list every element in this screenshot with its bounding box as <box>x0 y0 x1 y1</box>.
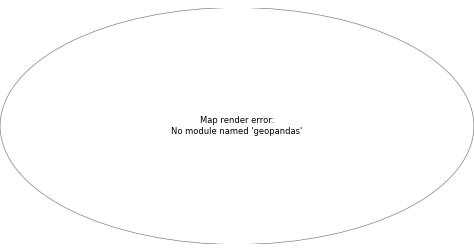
Text: Map render error:
No module named 'geopandas': Map render error: No module named 'geopa… <box>172 116 302 136</box>
